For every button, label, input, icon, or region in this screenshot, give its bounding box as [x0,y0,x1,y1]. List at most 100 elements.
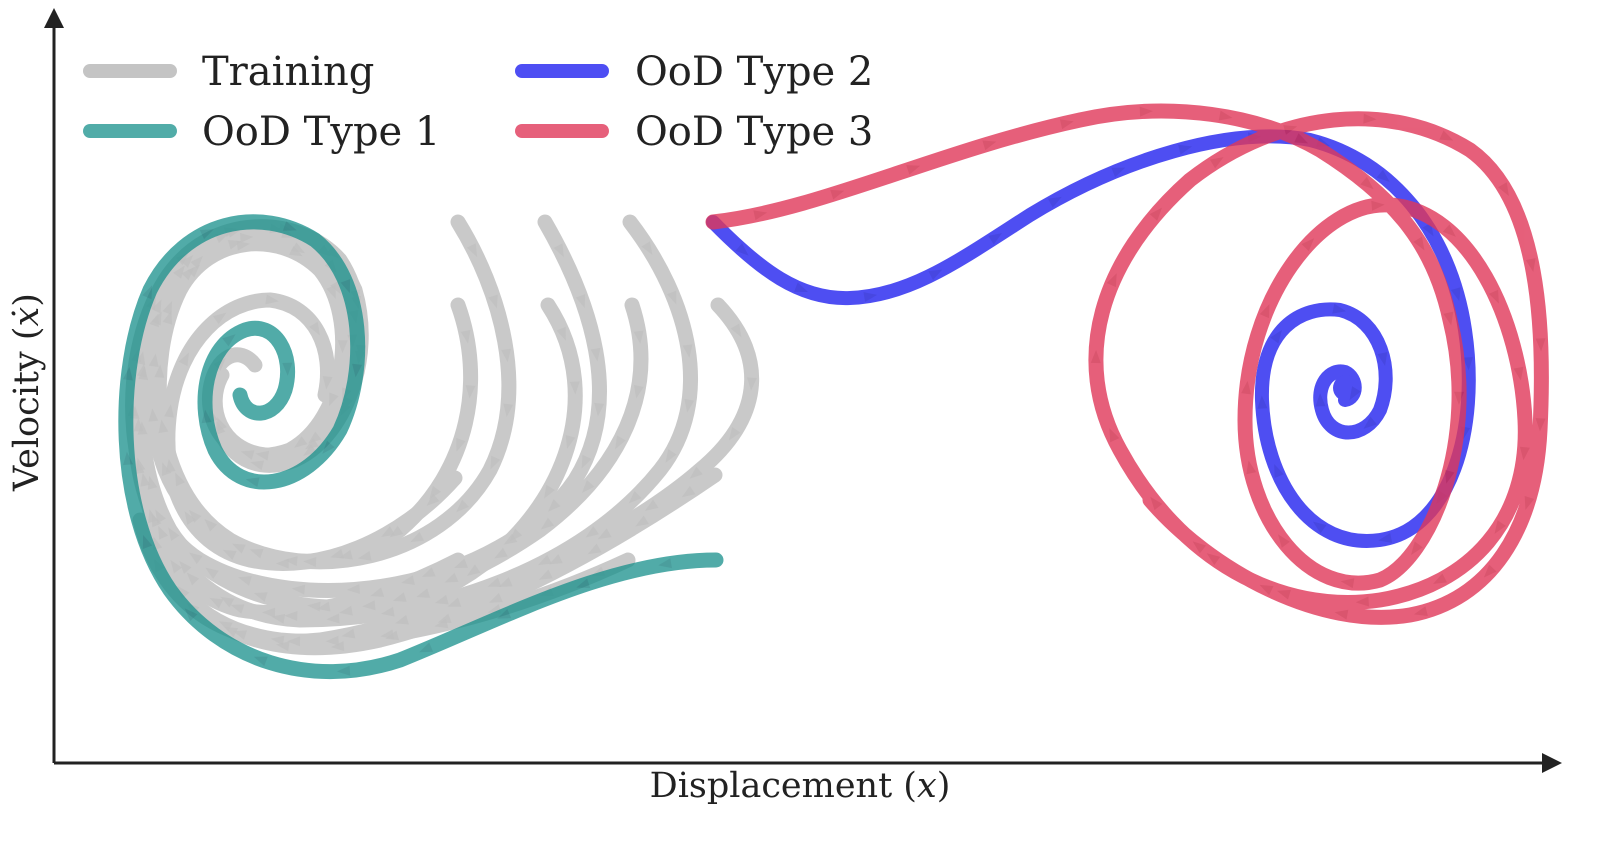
triangle-arrow-icon [305,438,319,450]
triangle-arrow-icon [162,310,173,325]
triangle-arrow-icon [154,364,165,378]
triangle-arrow-icon [1315,393,1326,407]
triangle-arrow-icon [982,140,997,151]
triangle-arrow-icon [149,313,159,328]
triangle-arrow-icon [395,614,409,625]
triangle-arrow-icon [291,242,306,254]
triangle-arrow-icon [1363,416,1377,429]
triangle-arrow-icon [684,398,695,413]
triangle-arrow-icon [1278,534,1290,548]
triangle-arrow-icon [665,449,677,463]
triangle-arrow-icon [633,330,644,345]
triangle-arrow-icon [165,458,176,473]
triangle-arrow-icon [1463,357,1474,371]
triangle-arrow-icon [151,513,162,528]
triangle-arrow-icon [151,311,162,326]
triangle-arrow-icon [401,575,415,585]
triangle-arrow-icon [239,232,254,243]
triangle-arrow-icon [291,584,306,595]
triangle-arrow-icon [282,362,293,376]
triangle-arrow-icon [1277,589,1291,600]
triangle-arrow-icon [336,665,351,676]
triangle-arrow-icon [633,384,644,399]
x-axis-label: Displacement (x) [650,766,951,806]
triangle-arrow-icon [1483,564,1497,578]
triangle-arrow-icon [1488,289,1499,304]
triangle-arrow-icon [346,583,361,594]
triangle-arrow-icon [136,363,147,378]
triangle-arrow-icon [1259,304,1270,319]
triangle-arrow-icon [906,165,921,175]
triangle-arrow-icon [370,587,385,597]
triangle-arrow-icon [553,243,564,258]
y-axis-symbol: ẋ [7,306,47,326]
triangle-arrow-icon [466,564,481,576]
ood-type-3-trajectory-group [705,103,1549,625]
triangle-arrow-icon [1377,352,1388,366]
triangle-arrow-icon [434,594,449,605]
triangle-arrow-icon [158,419,169,434]
triangle-arrow-icon [339,605,353,616]
triangle-arrow-icon [325,635,339,646]
triangle-arrow-icon [220,596,235,608]
triangle-arrow-icon [270,635,285,646]
triangle-arrow-icon [1111,167,1126,178]
triangle-arrow-icon [429,485,441,500]
triangle-arrow-icon [594,402,605,417]
legend-item-ood-type-2: OoD Type 2 [515,49,873,95]
triangle-arrow-icon [635,515,649,527]
triangle-arrow-icon [1439,130,1454,141]
triangle-arrow-icon [1047,196,1062,208]
triangle-arrow-icon [231,543,246,554]
triangle-arrow-icon [265,294,279,305]
triangle-arrow-icon [175,252,189,266]
triangle-arrow-icon [503,403,514,418]
triangle-arrow-icon [135,457,146,472]
legend-item-training: Training [83,49,374,95]
legend-item-ood-type-1: OoD Type 1 [83,109,440,155]
triangle-arrow-icon [189,552,203,565]
triangle-arrow-icon [147,475,158,490]
triangle-arrow-icon [222,334,236,347]
triangle-arrow-icon [122,366,133,381]
triangle-arrow-icon [179,560,192,574]
triangle-arrow-icon [1535,338,1546,352]
triangle-arrow-icon [434,618,449,629]
triangle-arrow-icon [1246,460,1257,475]
triangle-arrow-icon [158,525,169,540]
triangle-arrow-icon [217,417,227,432]
triangle-arrow-icon [1519,446,1530,461]
triangle-arrow-icon [173,265,185,279]
triangle-arrow-icon [237,576,252,586]
triangle-arrow-icon [352,363,363,378]
triangle-arrow-icon [1332,303,1347,314]
triangle-arrow-icon [326,613,340,624]
triangle-arrow-icon [339,549,353,560]
triangle-arrow-icon [309,321,320,336]
triangle-arrow-icon [253,656,268,666]
triangle-arrow-icon [186,572,200,586]
triangle-arrow-icon [322,375,333,390]
triangle-arrow-icon [148,353,159,368]
y-axis-label-close: ) [7,293,47,307]
triangle-arrow-icon [410,531,425,543]
triangle-arrow-icon [181,267,195,281]
triangle-arrow-icon [123,451,134,466]
triangle-arrow-icon [466,243,478,258]
triangle-arrow-icon [1149,207,1163,221]
arrow-right-icon [1542,753,1562,773]
triangle-arrow-icon [1360,176,1374,190]
triangle-arrow-icon [330,548,345,559]
triangle-arrow-icon [597,528,612,540]
triangle-arrow-icon [1414,606,1428,616]
triangle-arrow-icon [1109,428,1120,443]
triangle-arrow-icon [1274,464,1284,479]
triangle-arrow-icon [218,621,233,632]
triangle-arrow-icon [135,351,146,366]
triangle-arrow-icon [1535,418,1546,432]
triangle-arrow-icon [322,440,335,454]
triangle-arrow-icon [1259,584,1274,596]
y-axis-label: Velocity (ẋ) [7,293,47,492]
triangle-arrow-icon [501,348,512,363]
triangle-arrow-icon [227,239,242,250]
